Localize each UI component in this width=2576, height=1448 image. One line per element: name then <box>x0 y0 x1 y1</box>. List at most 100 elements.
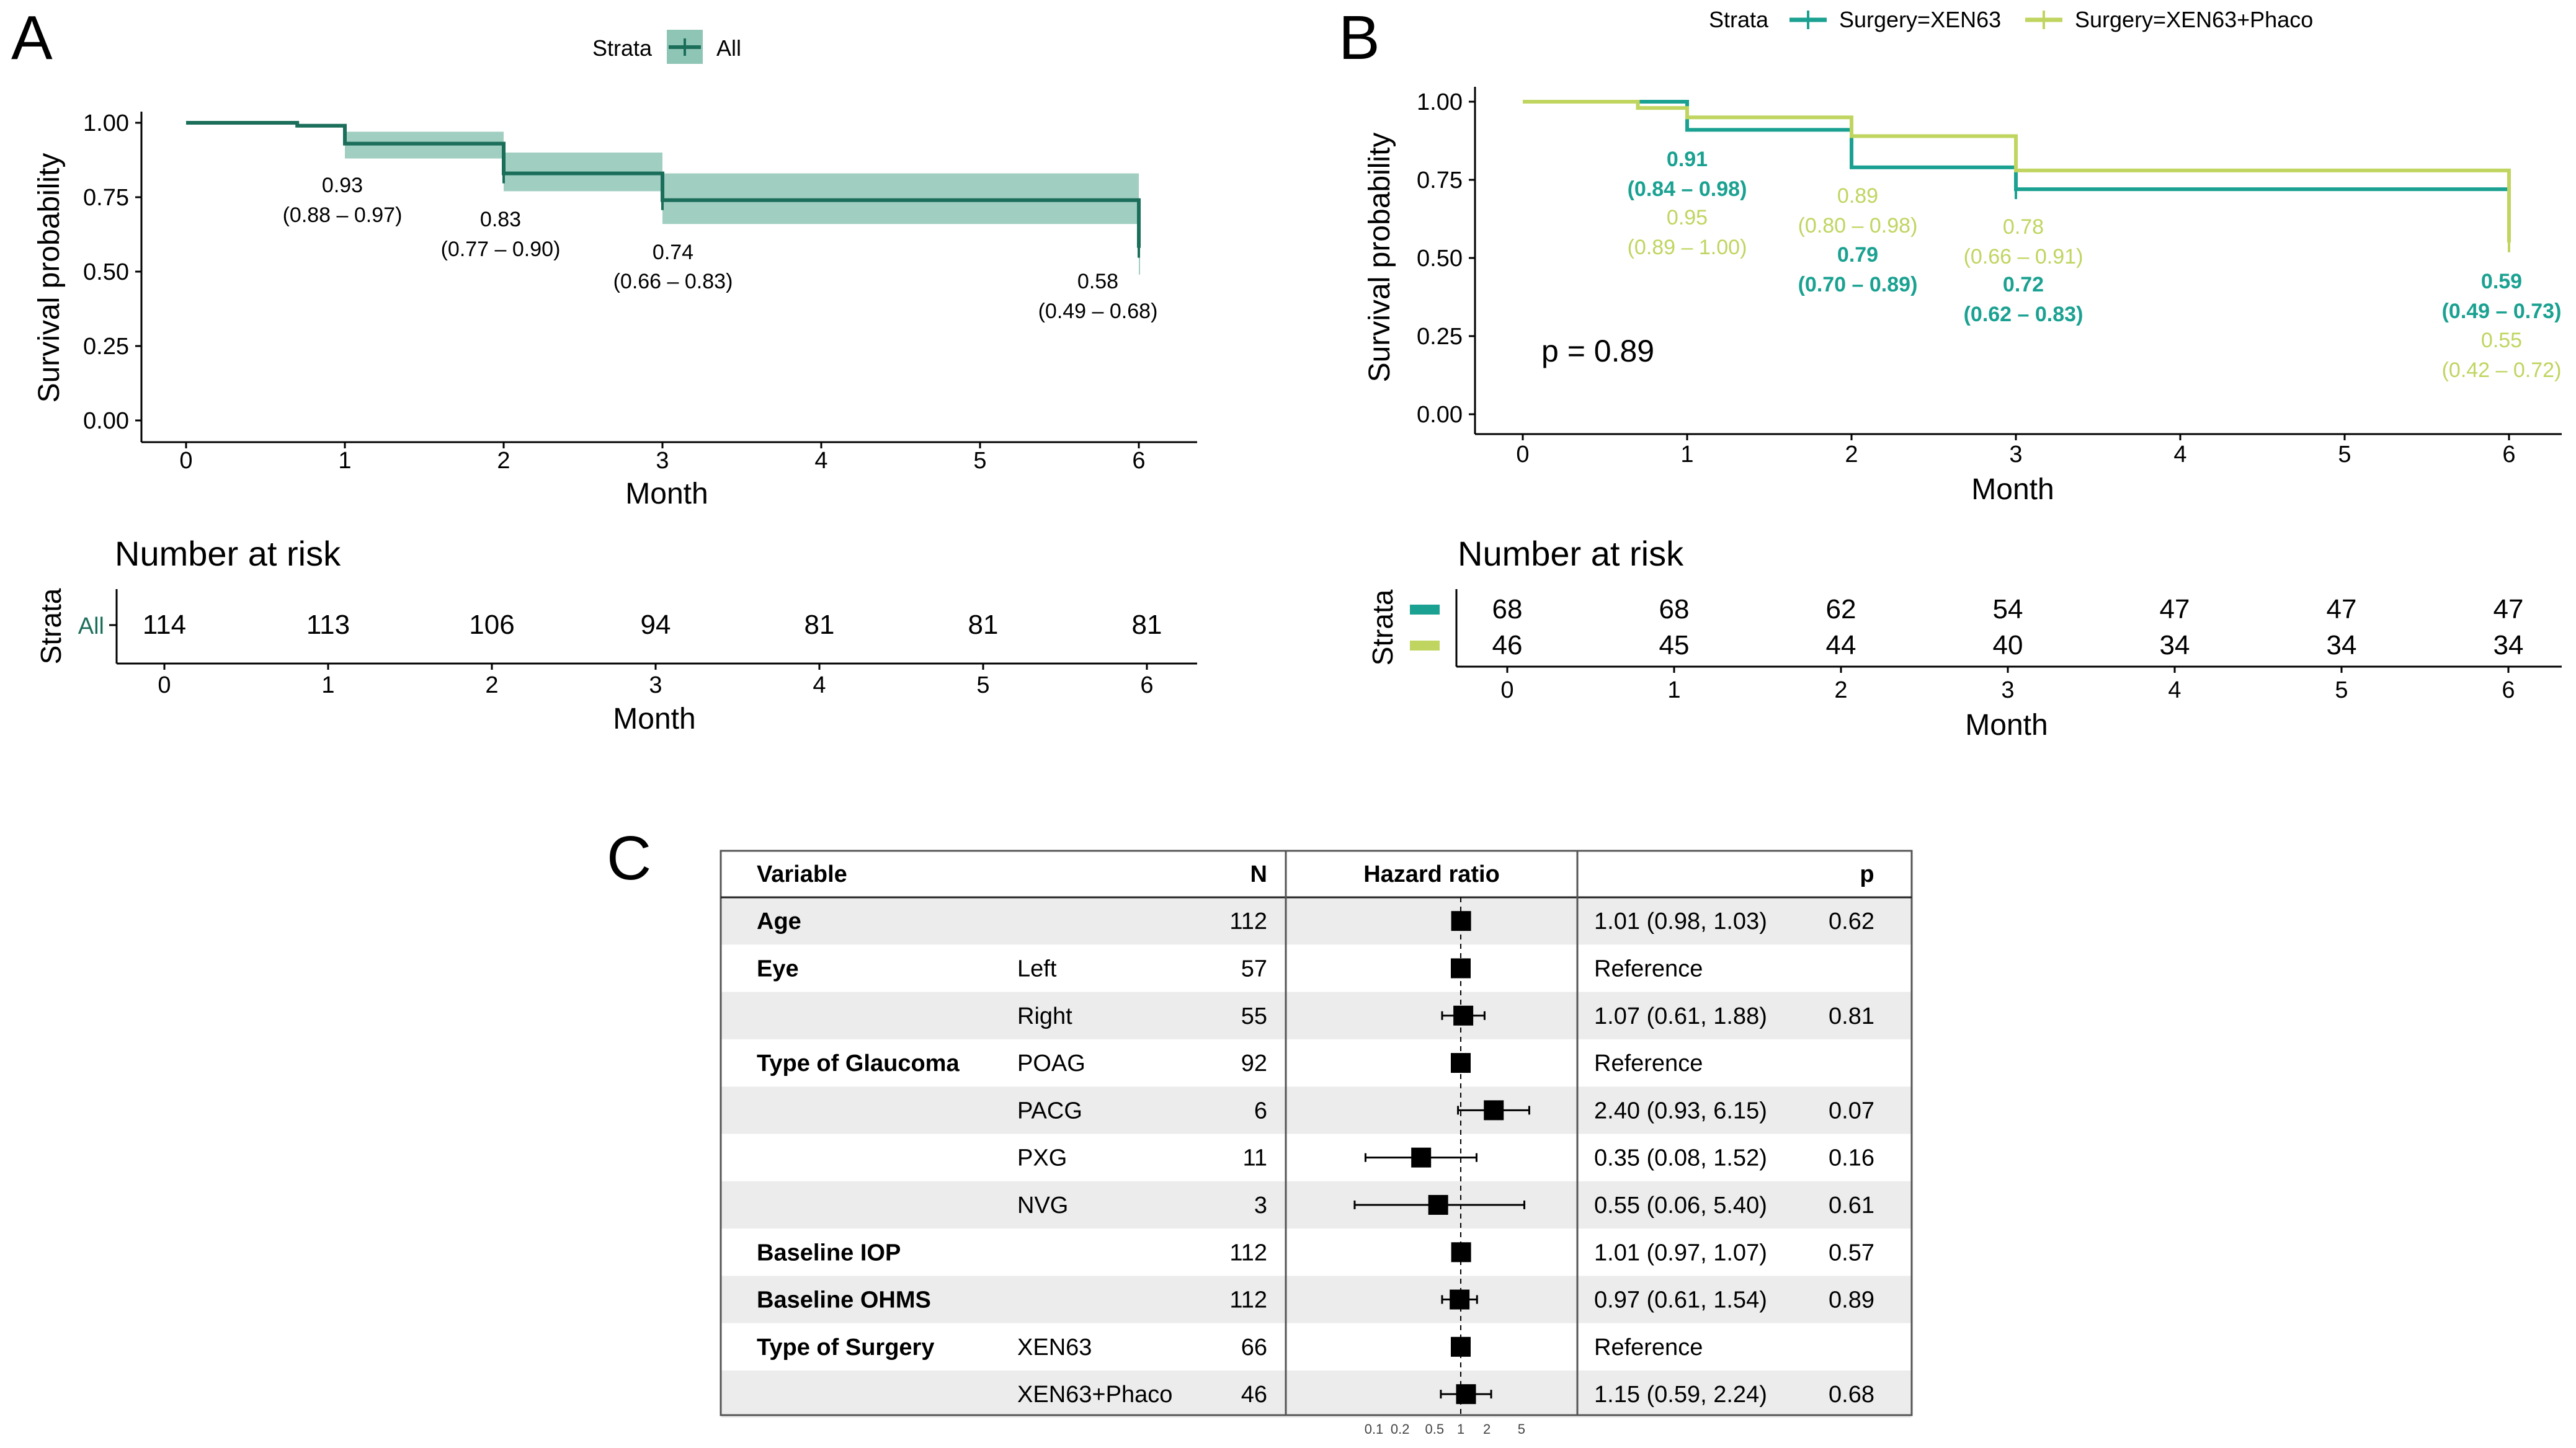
risk-title-a: Number at risk <box>115 534 341 573</box>
risk-values-a: 114 113 106 94 81 81 81 <box>143 610 1162 640</box>
risk-x-tick-label-a: 4 <box>813 672 826 698</box>
risk-x-tick-label-a: 3 <box>649 672 662 698</box>
estimate-label: 0.93 <box>322 174 363 197</box>
risk-count-xen63: 47 <box>2160 594 2190 624</box>
n-value: 92 <box>1241 1050 1267 1077</box>
x-tick-label-a: 6 <box>1132 448 1145 474</box>
hr-point <box>1411 1147 1432 1168</box>
risk-xlabel-b: Month <box>1965 709 2048 742</box>
y-tick-label-b: 1.00 <box>1417 89 1463 115</box>
row-shade <box>721 1086 1911 1134</box>
estimate-label: 0.59 <box>2481 270 2522 293</box>
risk-count-all: 114 <box>143 610 186 640</box>
x-tick-label-b: 0 <box>1516 442 1529 468</box>
x-tick-label-a: 2 <box>497 448 510 474</box>
level-label: XEN63+Phaco <box>1017 1382 1172 1408</box>
hr-text: 0.97 (0.61, 1.54) <box>1594 1287 1767 1313</box>
p-value: 0.16 <box>1829 1145 1874 1171</box>
row-shade <box>721 1276 1911 1323</box>
estimate-label: 0.89 <box>1837 184 1878 208</box>
survival-curve-all <box>186 121 1141 248</box>
risk-count-phaco: 40 <box>1993 630 2023 660</box>
risk-x-tick-label-a: 6 <box>1140 672 1153 698</box>
risk-count-all: 94 <box>641 610 671 640</box>
y-tick-label-b: 0.75 <box>1417 167 1463 193</box>
header-variable: Variable <box>757 861 847 887</box>
n-value: 3 <box>1254 1193 1267 1219</box>
estimate-label: 0.78 <box>2003 215 2044 239</box>
x-tick-label-b: 1 <box>1680 442 1693 468</box>
forest-x-tick-label: 2 <box>1483 1421 1491 1437</box>
row-shade <box>721 897 1911 945</box>
y-label-b: Survival probability <box>1363 133 1396 383</box>
hr-point <box>1456 1384 1476 1405</box>
p-value: 0.57 <box>1829 1240 1874 1266</box>
x-tick-label-b: 3 <box>2009 442 2022 468</box>
x-tick-label-a: 0 <box>179 448 192 474</box>
x-tick-label-b: 6 <box>2502 442 2515 468</box>
n-value: 112 <box>1229 1240 1267 1266</box>
y-label-a: Survival probability <box>33 153 66 403</box>
risk-count-all: 106 <box>469 610 514 640</box>
forest-x-tick-label: 1 <box>1457 1421 1464 1437</box>
risk-count-phaco: 45 <box>1659 630 1690 660</box>
y-tick-label-b: 0.50 <box>1417 246 1463 272</box>
p-value: 0.81 <box>1829 1003 1874 1029</box>
risk-x-tick-label-a: 0 <box>158 672 171 698</box>
risk-x-ticks-a: 0 1 2 3 4 5 6 <box>158 664 1154 698</box>
x-label-a: Month <box>625 477 708 510</box>
variable-label: Type of Glaucoma <box>757 1050 960 1077</box>
risk-count-phaco: 46 <box>1492 630 1523 660</box>
panel-a: A Strata All 0.00 0.25 0.50 0.75 1.00 0 1 2 3 4 5… <box>11 3 1197 735</box>
risk-ylabel-a: Strata <box>35 588 67 664</box>
level-label: POAG <box>1017 1050 1085 1077</box>
n-value: 11 <box>1243 1145 1267 1171</box>
risk-x-ticks-b: 0 1 2 3 4 5 6 <box>1500 667 2515 703</box>
legend-label-all: All <box>716 35 741 61</box>
risk-count-xen63: 47 <box>2494 594 2524 624</box>
n-value: 112 <box>1229 908 1267 935</box>
level-label: Left <box>1017 956 1057 982</box>
x-ticks-a: 0 1 2 3 4 5 6 <box>179 442 1146 474</box>
y-ticks-a: 0.00 0.25 0.50 0.75 1.00 <box>83 110 141 434</box>
header-p: p <box>1860 861 1874 887</box>
header-n: N <box>1250 861 1267 887</box>
hr-point <box>1484 1100 1504 1121</box>
risk-count-xen63: 54 <box>1993 594 2023 624</box>
estimate-label: 0.83 <box>480 208 521 231</box>
hr-text: 2.40 (0.93, 6.15) <box>1594 1098 1767 1124</box>
plot-area-a: 0.93 (0.88 – 0.97) 0.83 (0.77 – 0.90) 0.74 (0… <box>186 121 1157 323</box>
hr-text: 1.07 (0.61, 1.88) <box>1594 1003 1767 1029</box>
forest-x-tick-label: 0.2 <box>1391 1421 1410 1437</box>
risk-values-b: 68 68 62 54 47 47 47 46 45 44 40 34 34 34 <box>1492 594 2524 660</box>
level-label: Right <box>1017 1003 1072 1029</box>
y-tick-label-a: 0.50 <box>83 259 129 285</box>
variable-label: Type of Surgery <box>757 1335 934 1361</box>
x-tick-label-a: 4 <box>814 448 827 474</box>
x-tick-label-b: 5 <box>2338 442 2351 468</box>
forest-x-tick-label: 0.1 <box>1365 1421 1384 1437</box>
legend-a: Strata All <box>592 30 741 64</box>
risk-x-tick-label-a: 2 <box>485 672 498 698</box>
estimate-label: 0.72 <box>2003 273 2044 296</box>
forest-frame <box>720 850 1913 1416</box>
risk-x-tick-label-b: 3 <box>2001 677 2014 703</box>
risk-title-b: Number at risk <box>1458 534 1684 573</box>
hr-text: Reference <box>1594 1335 1703 1361</box>
risk-count-phaco: 34 <box>2494 630 2524 660</box>
p-value: 0.89 <box>1829 1287 1874 1313</box>
header-hazard-ratio: Hazard ratio <box>1363 861 1500 887</box>
estimate-label: 0.79 <box>1837 243 1878 267</box>
risk-count-all: 81 <box>968 610 999 640</box>
ci-label: (0.89 – 1.00) <box>1628 236 1747 259</box>
legend-title-a: Strata <box>592 35 653 61</box>
hr-text: 0.55 (0.06, 5.40) <box>1594 1193 1767 1219</box>
x-tick-label-a: 1 <box>338 448 351 474</box>
p-value: 0.62 <box>1829 908 1874 935</box>
risk-ylabel-b: Strata <box>1366 589 1399 665</box>
legend-b: Strata Surgery=XEN63 Surgery=XEN63+Phaco <box>1709 7 2313 32</box>
risk-count-xen63: 62 <box>1826 594 1856 624</box>
level-label: PXG <box>1017 1145 1067 1171</box>
estimate-label: 0.55 <box>2481 329 2522 352</box>
